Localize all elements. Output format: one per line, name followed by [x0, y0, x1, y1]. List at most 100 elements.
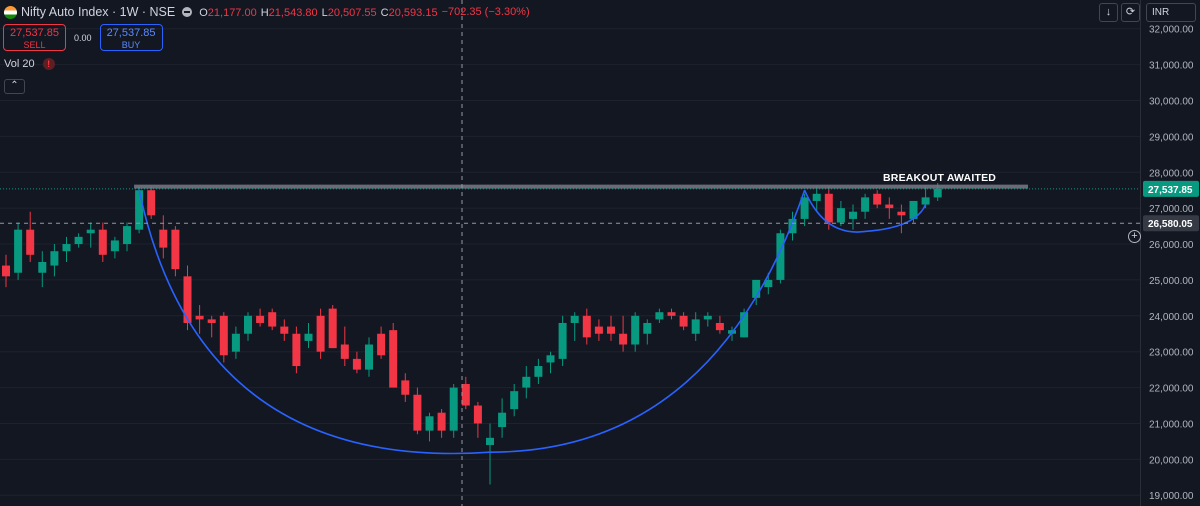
candle-body [812, 193, 821, 201]
candle [679, 312, 688, 331]
symbol-legend: Nifty Auto Index · 1W · NSE O21,177.00 H… [4, 5, 530, 19]
candle [14, 222, 23, 280]
candle [643, 319, 652, 345]
candle [873, 190, 882, 209]
plus-icon[interactable]: + [1128, 230, 1141, 243]
candle [110, 236, 119, 259]
candle [752, 279, 761, 306]
cup-curve [138, 189, 806, 455]
candle-body [14, 229, 23, 273]
candle-body [885, 204, 894, 209]
sell-price: 27,537.85 [10, 27, 59, 39]
candle [776, 229, 785, 284]
candle [437, 409, 446, 438]
candle [2, 254, 10, 288]
candle [26, 211, 35, 262]
candle [473, 401, 482, 438]
candle-body [135, 190, 144, 230]
price-tick-label: 19,000.00 [1149, 491, 1194, 502]
candle-body [231, 333, 240, 352]
candle [486, 423, 494, 485]
candle-body [800, 197, 809, 219]
candle-body [534, 366, 543, 377]
price-tick-label: 22,000.00 [1149, 384, 1194, 395]
crosshair-price-label: 26,580.05 [1148, 219, 1193, 230]
replay-icon[interactable]: ⟳ [1121, 3, 1140, 22]
candle [413, 387, 422, 435]
candle-body [522, 376, 531, 388]
candle [365, 337, 373, 377]
price-tick-label: 26,000.00 [1149, 240, 1194, 251]
candlestick-chart[interactable] [0, 0, 1140, 506]
ohlc-low-value: 20,507.55 [327, 7, 377, 19]
candle [292, 326, 301, 374]
candle [558, 315, 567, 367]
candle-body [2, 265, 10, 277]
candle-body [909, 200, 918, 219]
candle-body [26, 229, 35, 255]
buy-price: 27,537.85 [106, 27, 156, 39]
candle [836, 200, 845, 227]
sell-button[interactable]: 27,537.85 SELL [3, 24, 66, 51]
price-tick-label: 29,000.00 [1149, 132, 1194, 143]
arrow-down-icon[interactable]: ↓ [1099, 3, 1118, 22]
candle-body [159, 229, 168, 248]
price-axis-scale: 32,000.00 31,000.00 30,000.00 29,000.00 28,0… [1143, 25, 1199, 502]
candle-body [98, 229, 107, 255]
candle-body [365, 344, 373, 370]
market-closed-icon[interactable] [182, 7, 193, 17]
candle [231, 326, 240, 359]
candle-body [171, 229, 180, 270]
candle-body [316, 315, 325, 352]
candle-body [110, 240, 119, 252]
candle [594, 319, 603, 341]
candle-body [340, 344, 349, 359]
buy-button[interactable]: 27,537.85 BUY [99, 24, 163, 51]
chart-canvas[interactable] [0, 0, 1140, 506]
candle-body [897, 211, 906, 216]
candle-body [546, 355, 555, 363]
ohlc-close-key: C [380, 7, 389, 19]
symbol-title[interactable]: Nifty Auto Index · 1W · NSE [21, 5, 176, 19]
ohlc-low: L20,507.55 [322, 5, 377, 19]
candle-body [377, 333, 386, 356]
candle [812, 186, 821, 212]
ohlc-high: H21,543.80 [261, 5, 318, 19]
candle [522, 366, 531, 399]
breakout-annotation[interactable]: BREAKOUT AWAITED [883, 172, 997, 184]
candle-body [933, 188, 942, 198]
candle-body [486, 437, 494, 445]
price-tick-label: 31,000.00 [1149, 61, 1194, 72]
candle [461, 376, 470, 410]
candle [631, 312, 640, 352]
price-axis[interactable]: 32,000.00 31,000.00 30,000.00 29,000.00 28,0… [1140, 0, 1200, 506]
crosshair-price-badge [1143, 215, 1199, 232]
candle-body [401, 380, 410, 395]
candle-body [62, 244, 71, 252]
candle [159, 215, 168, 259]
candle [207, 315, 216, 338]
volume-indicator[interactable]: Vol 20 ! [4, 58, 55, 70]
warning-icon[interactable]: ! [42, 58, 55, 70]
candle-body [123, 226, 131, 245]
spread-value: 0.00 [74, 32, 92, 43]
candle-body [619, 333, 628, 345]
chevron-up-icon[interactable]: ⌃ [4, 79, 25, 94]
candle [135, 186, 144, 234]
candle-body [207, 319, 216, 323]
candle [715, 315, 724, 334]
candle [340, 326, 349, 367]
candle-body [268, 312, 277, 327]
candle-body [752, 279, 761, 298]
candle [268, 308, 277, 331]
candle [219, 312, 228, 363]
candle-body [594, 326, 603, 334]
candle-body [352, 358, 361, 370]
candle [498, 398, 507, 438]
ohlc-close-value: 20,593.15 [388, 7, 438, 19]
candle-body [425, 416, 434, 431]
candle [74, 233, 83, 248]
candle-body [280, 326, 289, 334]
candle-body [183, 276, 192, 323]
currency-selector[interactable]: INR [1146, 3, 1196, 22]
